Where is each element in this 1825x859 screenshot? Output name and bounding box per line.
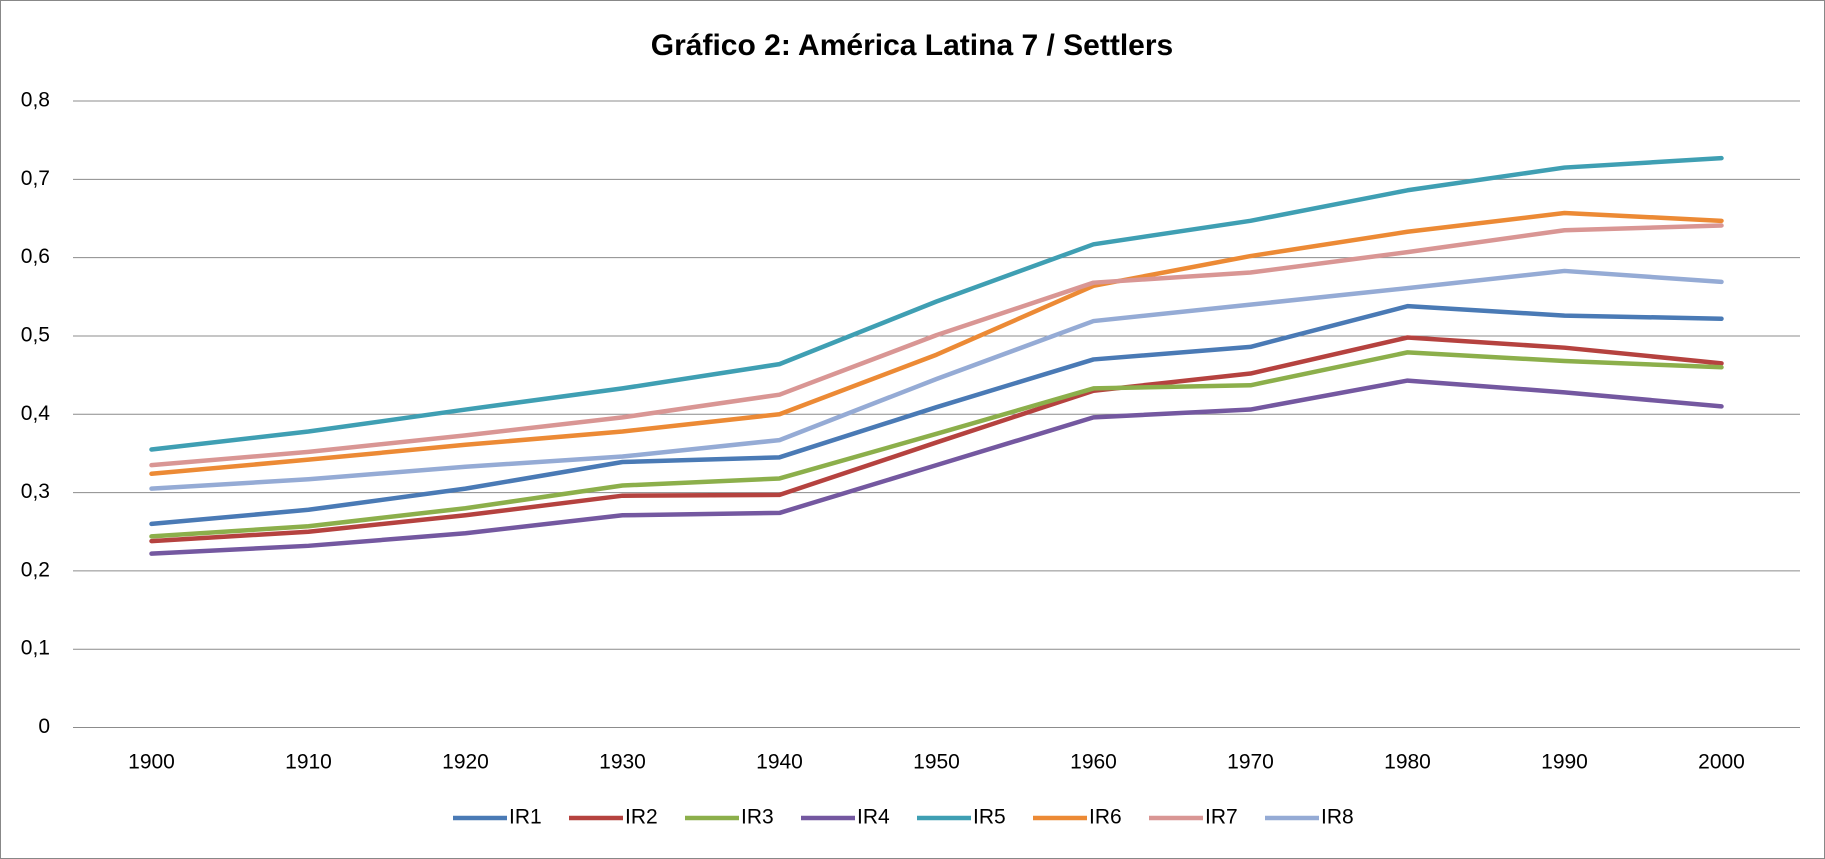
y-tick-label: 0,1	[21, 637, 50, 660]
legend-label: IR6	[1089, 806, 1122, 829]
series-line	[149, 223, 1724, 468]
x-tick-label: 2000	[1698, 751, 1745, 774]
legend-label: IR5	[973, 806, 1006, 829]
series-line	[149, 350, 1724, 539]
series-line	[149, 378, 1724, 556]
series-line	[149, 268, 1724, 491]
legend-label: IR4	[857, 806, 890, 829]
x-tick-label: 1920	[442, 751, 489, 774]
x-tick-label: 1990	[1541, 751, 1588, 774]
y-tick-label: 0,8	[21, 89, 50, 112]
y-tick-label: 0,7	[21, 167, 50, 190]
x-tick-label: 1930	[599, 751, 646, 774]
series-line	[149, 303, 1724, 527]
x-tick-label: 1960	[1070, 751, 1117, 774]
x-tick-label: 1900	[128, 751, 175, 774]
x-tick-label: 1910	[285, 751, 332, 774]
x-tick-label: 1940	[756, 751, 803, 774]
y-tick-label: 0,4	[21, 402, 51, 425]
legend-label: IR3	[741, 806, 774, 829]
chart-title: Gráfico 2: América Latina 7 / Settlers	[651, 29, 1173, 62]
x-tick-label: 1980	[1384, 751, 1431, 774]
series-line	[149, 155, 1724, 452]
y-tick-label: 0,3	[21, 480, 50, 503]
x-tick-label: 1970	[1227, 751, 1274, 774]
legend-label: IR7	[1205, 806, 1238, 829]
x-tick-label: 1950	[913, 751, 960, 774]
legend-label: IR8	[1321, 806, 1354, 829]
series-line	[149, 210, 1724, 477]
y-tick-label: 0,5	[21, 323, 50, 346]
legend-label: IR2	[625, 806, 658, 829]
series-line	[149, 335, 1724, 544]
y-tick-label: 0	[38, 715, 50, 738]
y-tick-label: 0,6	[21, 245, 50, 268]
y-tick-label: 0,2	[21, 558, 50, 581]
legend-label: IR1	[509, 806, 542, 829]
